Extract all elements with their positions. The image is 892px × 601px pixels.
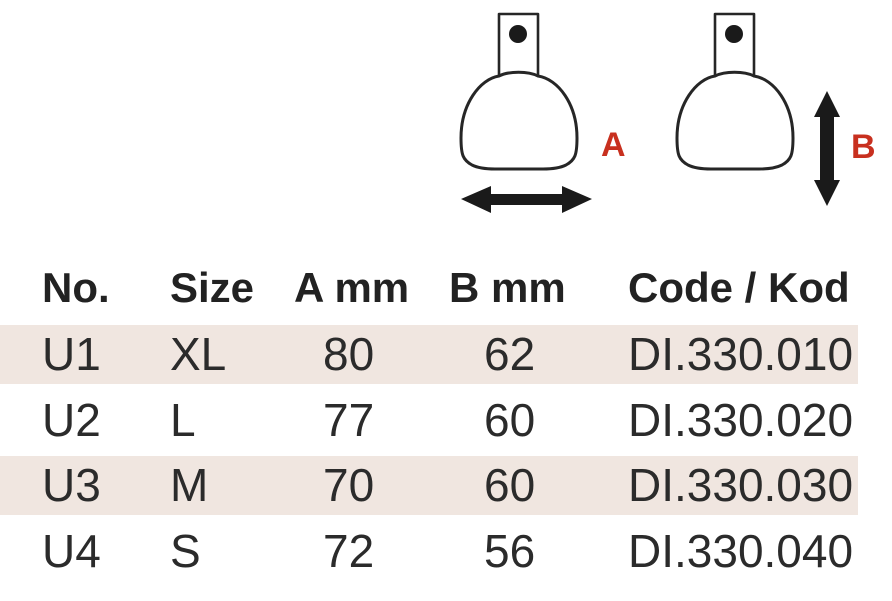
svg-text:A: A	[601, 126, 626, 164]
svg-text:B: B	[851, 128, 876, 166]
